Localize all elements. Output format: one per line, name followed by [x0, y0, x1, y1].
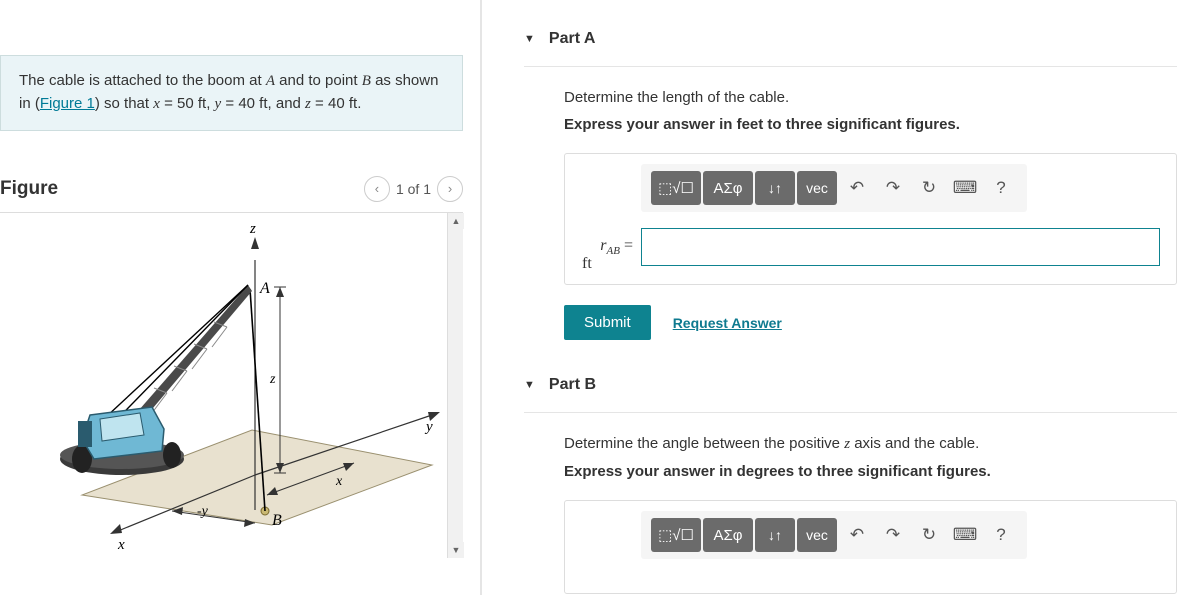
submit-button-a[interactable]: Submit	[564, 305, 651, 340]
scroll-down-icon[interactable]: ▼	[448, 542, 464, 558]
part-b-body: Determine the angle between the positive…	[524, 413, 1177, 595]
part-b-instruction: Express your answer in degrees to three …	[564, 463, 1177, 480]
axis-y-label: y	[424, 419, 433, 435]
vec-icon: vec	[806, 527, 828, 543]
redo-button[interactable]: ↷	[879, 174, 907, 202]
templates-button[interactable]: ⬚√☐	[651, 171, 701, 205]
vec-icon: vec	[806, 180, 828, 196]
figure-pager: ‹ 1 of 1 ›	[364, 176, 463, 202]
part-a-body: Determine the length of the cable. Expre…	[524, 67, 1177, 348]
templates-icon: ⬚√☐	[658, 526, 694, 544]
figure-title: Figure	[0, 178, 364, 200]
figure-scrollbar[interactable]: ▲ ▼	[447, 213, 463, 558]
point-b-label: B	[272, 512, 282, 529]
part-b-header[interactable]: ▼ Part B	[524, 348, 1177, 413]
keyboard-icon: ⌨	[953, 178, 978, 198]
dim-x-label: x	[335, 474, 343, 489]
equation-toolbar-b: ⬚√☐ ΑΣφ ↓↑ vec ↶ ↷ ↻ ⌨ ?	[641, 511, 1027, 559]
pager-next-button[interactable]: ›	[437, 176, 463, 202]
part-a-instruction: Express your answer in feet to three sig…	[564, 116, 1177, 133]
figure-link[interactable]: Figure 1	[40, 95, 95, 112]
greek-icon: ΑΣφ	[713, 180, 742, 197]
undo-button[interactable]: ↶	[843, 174, 871, 202]
part-b-prompt: Determine the angle between the positive…	[564, 435, 1177, 453]
reset-icon: ↻	[922, 178, 936, 198]
templates-icon: ⬚√☐	[658, 179, 694, 197]
undo-button[interactable]: ↶	[843, 521, 871, 549]
redo-button[interactable]: ↷	[879, 521, 907, 549]
vec-button[interactable]: vec	[797, 518, 837, 552]
point-a-label: A	[259, 280, 270, 297]
subsup-button[interactable]: ↓↑	[755, 171, 795, 205]
redo-icon: ↷	[886, 525, 900, 545]
unit-label: ft	[582, 255, 592, 272]
keyboard-button[interactable]: ⌨	[951, 174, 979, 202]
reset-button[interactable]: ↻	[915, 174, 943, 202]
part-a-header[interactable]: ▼ Part A	[524, 0, 1177, 67]
reset-icon: ↻	[922, 525, 936, 545]
figure-body: z y x z x -y A	[0, 213, 463, 558]
left-panel: The cable is attached to the boom at A a…	[0, 0, 478, 595]
panel-divider	[480, 0, 482, 595]
pager-prev-button[interactable]: ‹	[364, 176, 390, 202]
caret-down-icon: ▼	[524, 33, 535, 45]
undo-icon: ↶	[850, 178, 864, 198]
help-button[interactable]: ?	[987, 174, 1015, 202]
keyboard-button[interactable]: ⌨	[951, 521, 979, 549]
point-a: A	[266, 73, 275, 89]
pager-label: 1 of 1	[396, 181, 431, 197]
figure-header: Figure ‹ 1 of 1 ›	[0, 176, 463, 202]
problem-text: The cable is attached to the boom at	[19, 72, 266, 89]
crane-diagram: z y x z x -y A	[22, 215, 442, 555]
equation-toolbar: ⬚√☐ ΑΣφ ↓↑ vec ↶ ↷ ↻ ⌨ ?	[641, 164, 1027, 212]
greek-button[interactable]: ΑΣφ	[703, 171, 753, 205]
right-panel: ▼ Part A Determine the length of the cab…	[484, 0, 1197, 595]
answer-box-a: ⬚√☐ ΑΣφ ↓↑ vec ↶ ↷ ↻ ⌨ ? rAB =	[564, 153, 1177, 285]
neg-y-label: -y	[197, 504, 209, 519]
undo-icon: ↶	[850, 525, 864, 545]
help-icon: ?	[996, 525, 1005, 545]
subsup-button[interactable]: ↓↑	[755, 518, 795, 552]
scroll-up-icon[interactable]: ▲	[448, 213, 464, 229]
redo-icon: ↷	[886, 178, 900, 198]
vec-button[interactable]: vec	[797, 171, 837, 205]
axis-z-label: z	[249, 221, 256, 237]
part-a-prompt: Determine the length of the cable.	[564, 89, 1177, 106]
part-a-title: Part A	[549, 30, 596, 48]
templates-button[interactable]: ⬚√☐	[651, 518, 701, 552]
help-icon: ?	[996, 178, 1005, 198]
axis-x-label: x	[117, 537, 125, 553]
keyboard-icon: ⌨	[953, 525, 978, 545]
greek-button[interactable]: ΑΣφ	[703, 518, 753, 552]
answer-input-a[interactable]	[641, 228, 1160, 266]
problem-statement: The cable is attached to the boom at A a…	[0, 55, 463, 131]
help-button[interactable]: ?	[987, 521, 1015, 549]
subsup-icon: ↓↑	[768, 527, 782, 543]
request-answer-link-a[interactable]: Request Answer	[673, 315, 782, 331]
point-b: B	[362, 73, 371, 89]
answer-box-b: ⬚√☐ ΑΣφ ↓↑ vec ↶ ↷ ↻ ⌨ ?	[564, 500, 1177, 594]
reset-button[interactable]: ↻	[915, 521, 943, 549]
greek-icon: ΑΣφ	[713, 527, 742, 544]
part-b-title: Part B	[549, 376, 596, 394]
caret-down-icon: ▼	[524, 379, 535, 391]
subsup-icon: ↓↑	[768, 180, 782, 196]
dim-z-label: z	[269, 372, 276, 387]
